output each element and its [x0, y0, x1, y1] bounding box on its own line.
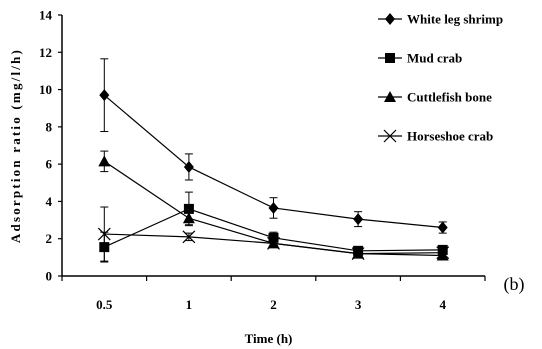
x-tick-label: 4: [439, 297, 446, 312]
data-point: [353, 213, 364, 226]
legend-marker: [385, 53, 395, 63]
x-tick-label: 2: [270, 297, 277, 312]
legend-label: White leg shrimp: [407, 12, 503, 27]
data-point: [268, 201, 279, 214]
data-point: [183, 203, 194, 214]
series-white-leg-shrimp: [99, 58, 448, 234]
y-tick-label: 12: [39, 45, 52, 60]
data-point: [182, 230, 196, 244]
y-axis-title: Adsorption ratio (mg/l/h): [8, 48, 23, 243]
series-horseshoe-crab: [97, 206, 450, 262]
data-point: [99, 89, 110, 102]
x-axis-title: Time (h): [245, 331, 293, 346]
data-point: [98, 155, 111, 167]
data-point: [183, 160, 194, 173]
data-point: [97, 227, 111, 241]
legend-label: Horseshoe crab: [407, 129, 493, 144]
legend-label: Mud crab: [407, 51, 462, 66]
data-point: [182, 212, 195, 224]
panel-label: (b): [504, 274, 525, 295]
data-point: [351, 247, 365, 261]
legend-entry: White leg shrimp: [378, 12, 503, 27]
y-tick-label: 10: [39, 82, 52, 97]
legend-entry: Cuttlefish bone: [378, 90, 492, 105]
legend-marker: [384, 91, 396, 102]
legend: White leg shrimp Mud crab Cuttlefish bone H…: [378, 12, 503, 144]
legend-entry: Mud crab: [378, 51, 462, 66]
y-tick-label: 8: [46, 119, 53, 134]
data-point: [436, 246, 450, 260]
data-point: [437, 221, 448, 234]
y-tick-label: 14: [39, 8, 53, 23]
legend-entry: Horseshoe crab: [378, 129, 493, 144]
x-tick-label: 0.5: [96, 297, 113, 312]
x-tick-label: 1: [186, 297, 193, 312]
x-tick-label: 3: [355, 297, 362, 312]
legend-marker: [383, 129, 397, 143]
y-tick-label: 0: [46, 269, 53, 284]
legend-label: Cuttlefish bone: [407, 90, 492, 105]
y-tick-label: 2: [46, 231, 53, 246]
data-point: [267, 236, 280, 250]
legend-marker: [385, 13, 395, 25]
y-tick-label: 4: [46, 194, 53, 209]
y-tick-label: 6: [46, 157, 53, 172]
